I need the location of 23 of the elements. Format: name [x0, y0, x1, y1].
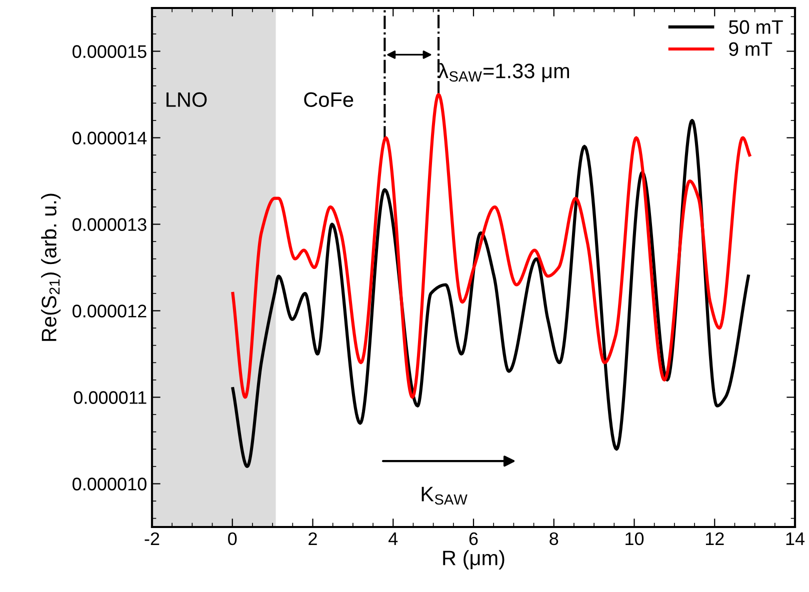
y-tick-label: 0.000014 [72, 132, 147, 144]
x-tick-label: 12 [706, 532, 724, 545]
x-tick-label: 6 [469, 532, 478, 546]
x-tick-label: 8 [550, 532, 558, 546]
x-tick-label: 14 [786, 532, 805, 545]
legend-label: 9 mT [729, 42, 772, 56]
y-axis-title: Re(S$_{21}$) (arb. u.) [41, 194, 61, 341]
x-tick-label: 4 [388, 532, 398, 545]
x-tick-label: 2 [308, 532, 317, 545]
x-axis-title: R (μm) [443, 550, 504, 570]
x-tick-label: -2 [144, 532, 160, 545]
y-tick-label: 0.000012 [72, 304, 146, 318]
annotation: CoFe [304, 92, 354, 108]
y-tick-label: 0.000015 [72, 45, 146, 58]
y-tick-label: 0.000011 [74, 391, 146, 404]
y-tick-label: 0.000013 [72, 218, 146, 231]
annotation: LNO [166, 92, 207, 108]
annotation: λ$_{SAW}$=1.33 μm [438, 63, 569, 82]
x-tick-label: 0 [228, 532, 237, 546]
x-tick-label: 10 [626, 532, 644, 546]
legend-label: 50 mT [729, 20, 783, 34]
annotation: K$_{SAW}$ [422, 486, 468, 505]
y-tick-label: 0.000010 [72, 478, 146, 490]
